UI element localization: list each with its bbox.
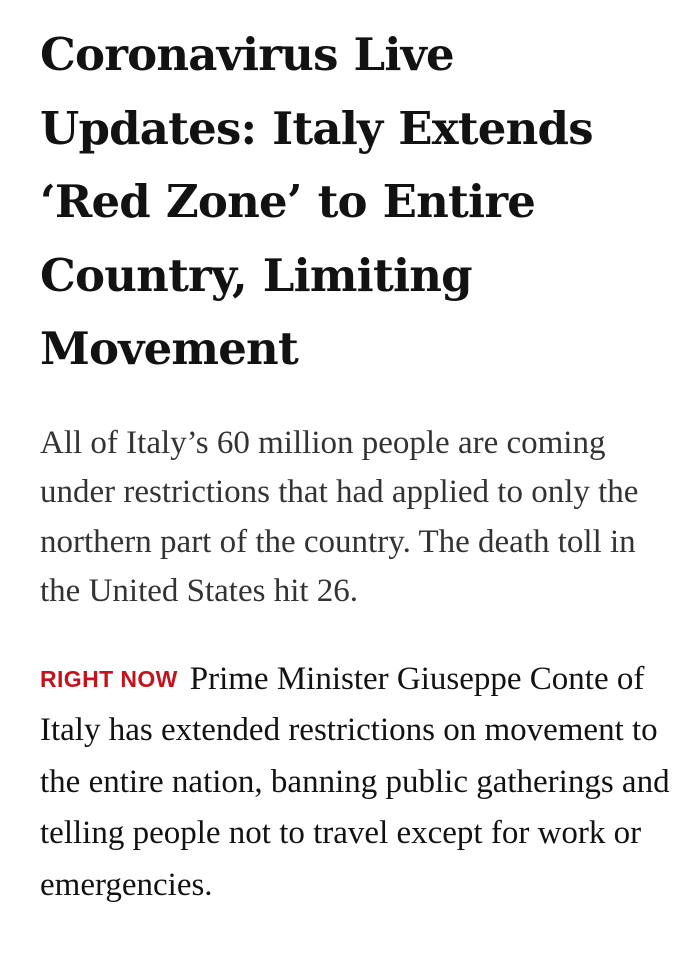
live-update: RIGHT NOW Prime Minister Giuseppe Conte o… bbox=[40, 654, 670, 912]
article-block: Coronavirus Live Updates: Italy Extends … bbox=[40, 18, 670, 911]
article-headline[interactable]: Coronavirus Live Updates: Italy Extends … bbox=[40, 28, 594, 375]
live-update-text: Prime Minister Giuseppe Conte of Italy h… bbox=[40, 660, 670, 903]
right-now-label: RIGHT NOW bbox=[40, 665, 178, 692]
article-summary: All of Italy’s 60 million people are com… bbox=[40, 424, 639, 610]
